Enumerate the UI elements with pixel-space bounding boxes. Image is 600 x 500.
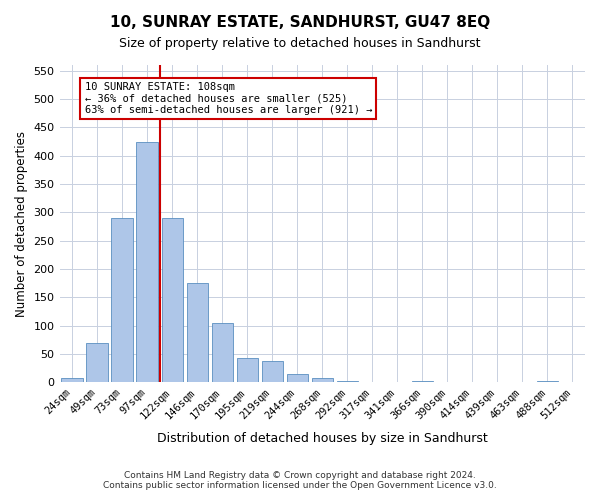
- Bar: [262, 361, 283, 382]
- Bar: [287, 374, 308, 382]
- Bar: [161, 218, 183, 382]
- Bar: [136, 142, 158, 382]
- Bar: [537, 380, 558, 382]
- Bar: [86, 343, 108, 382]
- Bar: [187, 283, 208, 382]
- Text: 10 SUNRAY ESTATE: 108sqm
← 36% of detached houses are smaller (525)
63% of semi-: 10 SUNRAY ESTATE: 108sqm ← 36% of detach…: [85, 82, 372, 115]
- Bar: [412, 380, 433, 382]
- Text: Contains HM Land Registry data © Crown copyright and database right 2024.
Contai: Contains HM Land Registry data © Crown c…: [103, 470, 497, 490]
- Text: 10, SUNRAY ESTATE, SANDHURST, GU47 8EQ: 10, SUNRAY ESTATE, SANDHURST, GU47 8EQ: [110, 15, 490, 30]
- Bar: [236, 358, 258, 382]
- Text: Size of property relative to detached houses in Sandhurst: Size of property relative to detached ho…: [119, 38, 481, 51]
- Bar: [311, 378, 333, 382]
- Bar: [61, 378, 83, 382]
- Y-axis label: Number of detached properties: Number of detached properties: [15, 130, 28, 316]
- Bar: [212, 323, 233, 382]
- X-axis label: Distribution of detached houses by size in Sandhurst: Distribution of detached houses by size …: [157, 432, 488, 445]
- Bar: [112, 218, 133, 382]
